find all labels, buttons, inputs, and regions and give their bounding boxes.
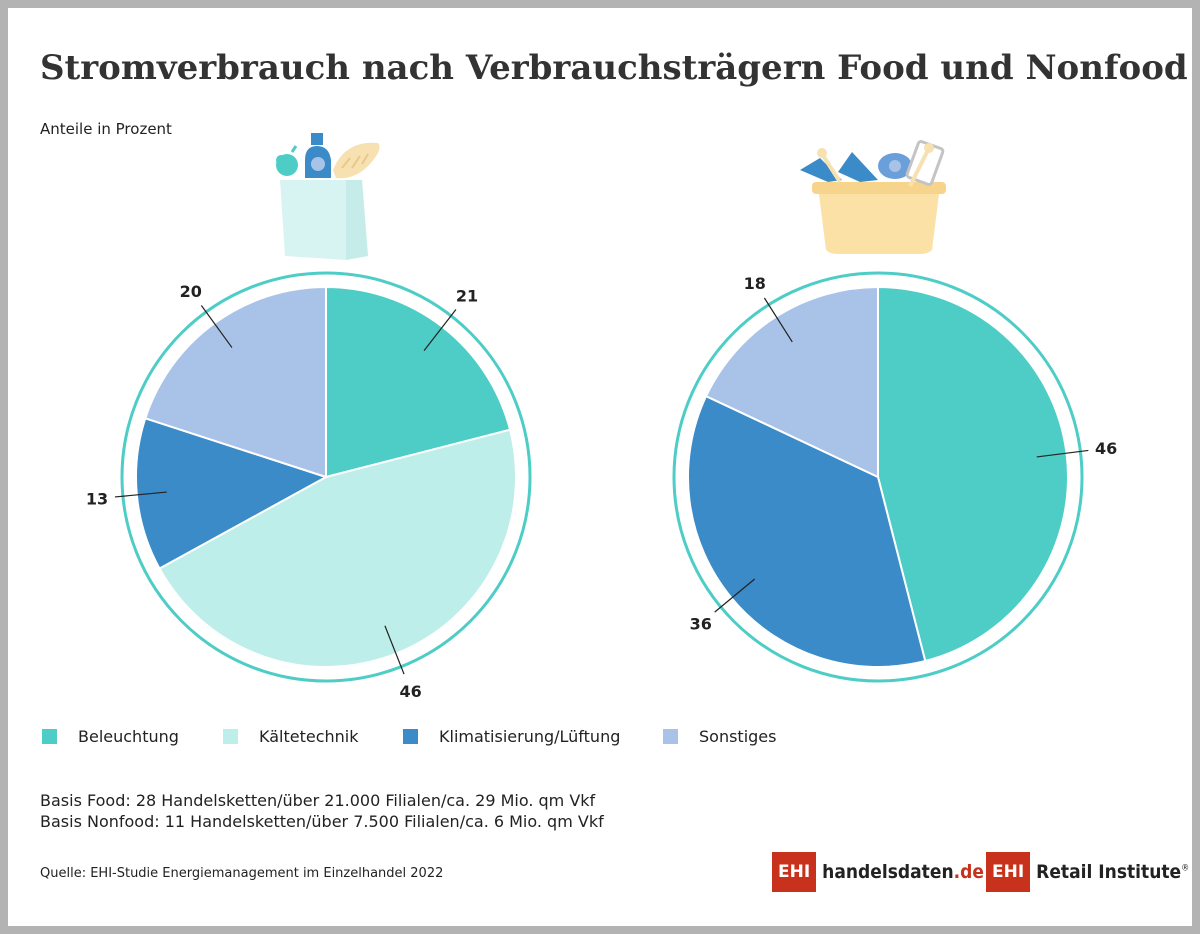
pie-ring-food bbox=[120, 271, 532, 683]
retail-institute-wordmark: Retail Institute® bbox=[1036, 861, 1190, 883]
legend-item-klimatisierung: Klimatisierung/Lüftung bbox=[403, 725, 620, 747]
data-label-nonfood-2: 18 bbox=[744, 274, 766, 293]
chart-title: Stromverbrauch nach Verbrauchsträgern Fo… bbox=[40, 48, 1188, 88]
shopping-basket-icon bbox=[800, 140, 946, 254]
retail-institute-logo: EHI Retail Institute® bbox=[986, 852, 1189, 892]
leader-line bbox=[200, 305, 233, 348]
handelsdaten-logo: EHI handelsdaten.de bbox=[772, 852, 984, 892]
legend-item-kaeltetechnik: Kältetechnik bbox=[223, 725, 358, 747]
legend-label: Klimatisierung/Lüftung bbox=[439, 726, 621, 746]
leader-line bbox=[763, 297, 793, 343]
legend-swatch bbox=[403, 728, 418, 744]
basis-nonfood: Basis Nonfood: 11 Handelsketten/über 7.5… bbox=[40, 812, 604, 831]
legend-swatch bbox=[223, 728, 238, 744]
data-label-nonfood-1: 36 bbox=[690, 615, 712, 634]
data-label-food-1: 46 bbox=[400, 682, 422, 701]
source-note: Quelle: EHI-Studie Energiemanagement im … bbox=[40, 866, 444, 881]
handelsdaten-wordmark: handelsdaten.de bbox=[822, 861, 984, 883]
legend-item-beleuchtung: Beleuchtung bbox=[42, 725, 179, 747]
leader-line bbox=[714, 578, 756, 613]
legend-swatch bbox=[42, 728, 57, 744]
data-label-food-0: 21 bbox=[456, 286, 478, 305]
legend-item-sonstiges: Sonstiges bbox=[663, 725, 776, 747]
leader-line bbox=[114, 491, 167, 498]
pie-ring-nonfood bbox=[672, 271, 1084, 683]
legend-label: Sonstiges bbox=[699, 726, 777, 746]
chart-subtitle: Anteile in Prozent bbox=[40, 120, 172, 138]
legend-label: Kältetechnik bbox=[259, 726, 359, 746]
legend: Beleuchtung Kältetechnik Klimatisierung/… bbox=[42, 725, 1042, 747]
legend-swatch bbox=[663, 728, 678, 744]
data-label-nonfood-0: 46 bbox=[1095, 439, 1117, 458]
ehi-logo-box: EHI bbox=[772, 852, 817, 892]
basis-food: Basis Food: 28 Handelsketten/über 21.000… bbox=[40, 791, 596, 810]
grocery-bag-icon bbox=[276, 133, 380, 260]
data-label-food-3: 20 bbox=[180, 282, 202, 301]
leader-line bbox=[423, 309, 457, 351]
legend-label: Beleuchtung bbox=[78, 726, 179, 746]
leader-line bbox=[1036, 449, 1089, 458]
leader-line bbox=[384, 625, 405, 675]
ehi-logo-box: EHI bbox=[986, 852, 1031, 892]
data-label-food-2: 13 bbox=[86, 490, 108, 509]
